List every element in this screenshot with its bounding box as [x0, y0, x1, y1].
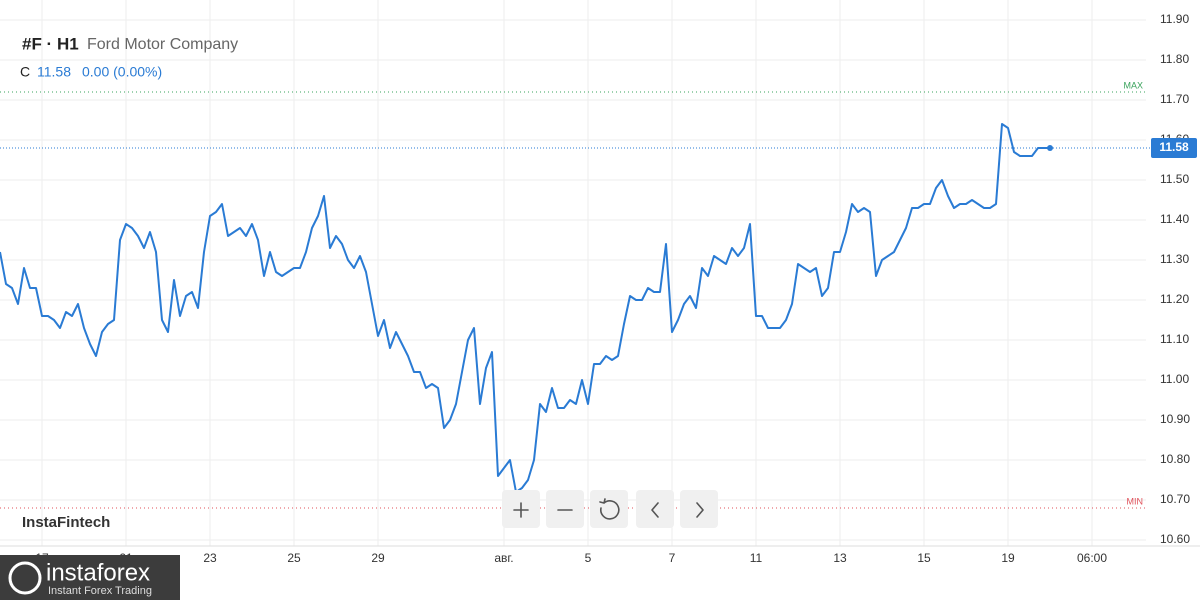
x-tick-label: 15: [917, 551, 931, 565]
y-tick-label: 11.90: [1160, 12, 1189, 26]
x-tick-label: 29: [371, 551, 385, 565]
y-tick-label: 11.50: [1160, 172, 1189, 186]
min-line-label: MIN: [1127, 496, 1144, 506]
logo-tagline: Instant Forex Trading: [48, 585, 152, 597]
y-tick-label: 11.70: [1160, 92, 1189, 106]
x-tick-label: 7: [669, 551, 676, 565]
logo: instaforex Instant Forex Trading: [0, 555, 180, 600]
change: 0.00 (0.00%): [82, 64, 162, 80]
symbol: #F · H1: [22, 34, 79, 53]
y-tick-label: 10.60: [1160, 532, 1190, 546]
zoom-in-button[interactable]: [502, 490, 540, 528]
x-tick-label: 5: [585, 551, 592, 565]
grid-layer: 10.60 10.70 10.80 10.90 11.00 11.10 11.20 11.30…: [0, 0, 1200, 565]
x-tick-label: 06:00: [1077, 551, 1107, 565]
scroll-left-button[interactable]: [636, 490, 674, 528]
reset-button[interactable]: [590, 490, 628, 528]
chart-brand: InstaFintech: [22, 514, 110, 531]
x-tick-label: 23: [203, 551, 217, 565]
y-tick-label: 11.20: [1160, 292, 1189, 306]
y-tick-label: 11.80: [1160, 52, 1189, 66]
x-tick-label: 25: [287, 551, 301, 565]
y-tick-label: 11.10: [1160, 332, 1189, 346]
zoom-out-button[interactable]: [546, 490, 584, 528]
current-price-badge: [1151, 138, 1197, 158]
company-name: Ford Motor Company: [87, 36, 238, 53]
y-tick-label: 11.30: [1160, 252, 1189, 266]
x-tick-label: 13: [833, 551, 847, 565]
logo-text: instaforex: [46, 559, 150, 586]
close-value: 11.58: [37, 64, 71, 80]
zoom-controls: [502, 490, 718, 528]
y-tick-label: 10.70: [1160, 492, 1190, 506]
scroll-right-button[interactable]: [680, 490, 718, 528]
x-tick-label: 19: [1001, 551, 1015, 565]
close-label: C: [20, 64, 30, 80]
price-line: [0, 123, 1050, 493]
x-tick-label: авг.: [494, 551, 513, 565]
y-tick-label: 11.00: [1160, 372, 1189, 386]
current-price-label: 11.58: [1159, 140, 1189, 154]
y-tick-label: 11.40: [1160, 212, 1189, 226]
y-tick-label: 10.90: [1160, 412, 1190, 426]
max-line-label: MAX: [1123, 80, 1143, 90]
logo-icon: [8, 561, 42, 595]
y-tick-label: 10.80: [1160, 452, 1190, 466]
x-tick-label: 11: [750, 551, 763, 565]
plot-layer: MAX MIN 11.58: [0, 80, 1197, 509]
